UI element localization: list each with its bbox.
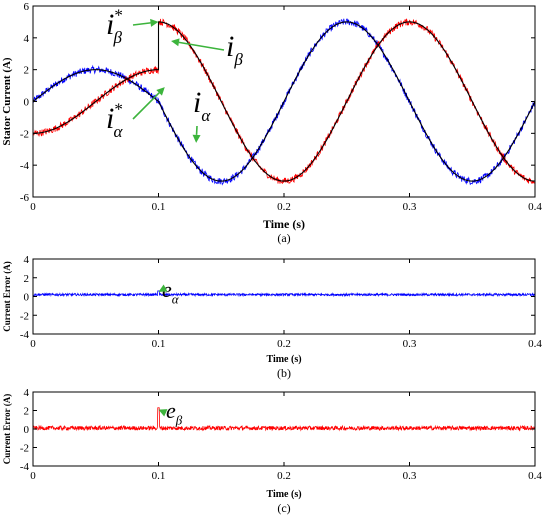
annotation-label: eα xyxy=(162,277,180,307)
y-tick-label: -2 xyxy=(20,443,29,455)
x-tick-label: 0.1 xyxy=(152,470,166,482)
annotation-label: i* α xyxy=(106,100,123,142)
y-tick-label: -4 xyxy=(20,160,30,172)
y-tick-label: 6 xyxy=(24,1,30,13)
x-tick-label: 0.2 xyxy=(277,201,291,213)
x-tick-label: 0.3 xyxy=(403,338,417,350)
annotation-arrowhead xyxy=(158,284,168,292)
annotation-arrow xyxy=(132,92,160,120)
y-axis-label: Current Error (A) xyxy=(2,394,12,464)
y-tick-label: 4 xyxy=(24,254,30,266)
chart-panel-2: 0 0.1 0.2 0.3 0.4 4 2 0 -2 -4 Time (s) Current Erro… xyxy=(2,254,542,380)
y-tick-label: 4 xyxy=(24,33,30,45)
x-tick-label: 0 xyxy=(30,201,36,213)
annotation-arrowhead xyxy=(192,134,201,143)
x-tick-label: 0 xyxy=(30,470,36,482)
plot-frame xyxy=(32,258,536,335)
y-tick-label: 2 xyxy=(24,65,30,77)
series-i-alpha-ref xyxy=(33,21,535,182)
x-tick-label: 0 xyxy=(30,338,36,350)
x-tick-label: 0.3 xyxy=(403,201,417,213)
x-tick-label: 0.1 xyxy=(152,338,166,350)
y-tick-label: 0 xyxy=(24,97,30,109)
series-e-beta xyxy=(33,407,535,432)
annotation-arrowhead xyxy=(156,87,165,96)
chart-panel-3: 0 0.1 0.2 0.3 0.4 4 2 0 -2 -4 Time (s) Current Erro… xyxy=(2,387,542,515)
series-i-beta-ref xyxy=(33,21,535,182)
series-e-alpha xyxy=(33,290,535,298)
annotation-arrow xyxy=(132,22,151,26)
x-tick-label: 0.3 xyxy=(403,470,417,482)
y-axis-label: Stator Current (A) xyxy=(1,57,13,146)
series-i-beta xyxy=(33,18,535,185)
annotation-label: iα xyxy=(193,86,211,125)
series-i-alpha xyxy=(33,18,535,186)
chart-panel-1: 0 0.1 0.2 0.3 0.4 6 4 2 0 -2 -4 -6 Time (s) Stator Cu… xyxy=(1,1,542,245)
y-axis-label: Current Error (A) xyxy=(2,261,12,331)
x-axis-label: Time (s) xyxy=(263,217,305,231)
annotation-label: eβ xyxy=(166,398,183,428)
plot-frame xyxy=(32,391,536,467)
annotation-arrowhead xyxy=(171,38,180,47)
annotation-arrowhead xyxy=(158,409,168,417)
y-tick-label: 0 xyxy=(24,424,30,436)
y-tick-label: 2 xyxy=(24,273,30,285)
panel-caption: (c) xyxy=(277,501,290,515)
annotation-arrowhead xyxy=(150,18,159,27)
x-tick-label: 0.2 xyxy=(277,338,291,350)
y-tick-label: 4 xyxy=(24,387,30,399)
annotation-label: iβ xyxy=(226,30,243,69)
y-tick-label: -4 xyxy=(20,461,30,473)
panel-caption: (a) xyxy=(277,231,290,245)
y-tick-label: -2 xyxy=(20,310,29,322)
y-tick-label: -4 xyxy=(20,329,30,341)
x-tick-label: 0.4 xyxy=(528,201,542,213)
y-tick-label: -2 xyxy=(20,128,29,140)
annotation-arrow xyxy=(178,41,225,51)
y-tick-label: 0 xyxy=(24,292,30,304)
y-tick-label: -6 xyxy=(20,192,30,204)
x-tick-label: 0.1 xyxy=(152,201,166,213)
x-tick-label: 0.4 xyxy=(528,470,542,482)
x-tick-label: 0.2 xyxy=(277,470,291,482)
y-tick-label: 2 xyxy=(24,406,30,418)
annotation-label: i* β xyxy=(106,6,123,48)
panel-caption: (b) xyxy=(277,366,291,380)
x-axis-label: Time (s) xyxy=(266,489,301,500)
x-axis-label: Time (s) xyxy=(266,354,301,365)
x-tick-label: 0.4 xyxy=(528,338,542,350)
